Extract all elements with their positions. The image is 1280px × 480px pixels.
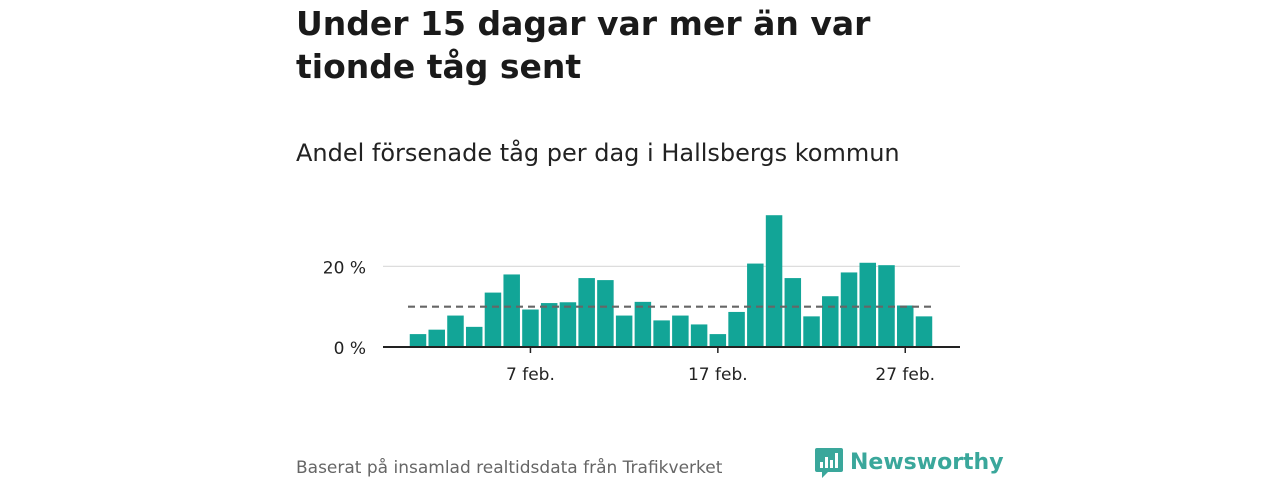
newsworthy-logo: Newsworthy <box>814 446 1004 480</box>
y-tick-label: 20 % <box>323 258 366 278</box>
bar <box>747 263 764 347</box>
bar <box>765 215 783 347</box>
bar <box>522 309 539 347</box>
bar <box>690 324 708 347</box>
bar <box>540 303 558 347</box>
x-tick-label: 7 feb. <box>506 365 555 385</box>
bar <box>784 278 802 347</box>
bar <box>597 280 614 347</box>
bar <box>653 320 670 347</box>
bar <box>915 316 933 347</box>
chart-title: Under 15 dagar var mer än var tionde tåg… <box>296 4 871 86</box>
source-note: Baserat på insamlad realtidsdata från Tr… <box>296 458 723 478</box>
bar <box>709 334 727 347</box>
bar <box>634 301 652 347</box>
bar <box>447 315 464 347</box>
bar <box>822 296 839 347</box>
bar <box>503 274 520 347</box>
x-tick-label: 17 feb. <box>688 365 748 385</box>
bar <box>409 334 427 347</box>
bar <box>484 292 502 347</box>
bar <box>803 316 820 347</box>
chart-subtitle: Andel försenade tåg per dag i Hallsbergs… <box>296 139 900 167</box>
brand-name: Newsworthy <box>850 450 1004 475</box>
bar <box>859 262 877 347</box>
x-tick-label: 27 feb. <box>875 365 935 385</box>
bar <box>559 302 577 347</box>
bar <box>728 311 745 347</box>
y-tick-label: 0 % <box>334 339 366 359</box>
bar <box>840 272 858 347</box>
bar-chart: 0 % 20 % 7 feb. 17 feb. 27 feb. <box>323 215 960 385</box>
newsworthy-logo-icon <box>815 448 843 478</box>
bar <box>465 326 483 347</box>
bar <box>672 315 689 347</box>
bar <box>615 315 633 347</box>
bar <box>878 265 895 347</box>
bar <box>428 329 445 347</box>
bar <box>896 305 914 347</box>
bar <box>578 278 595 347</box>
